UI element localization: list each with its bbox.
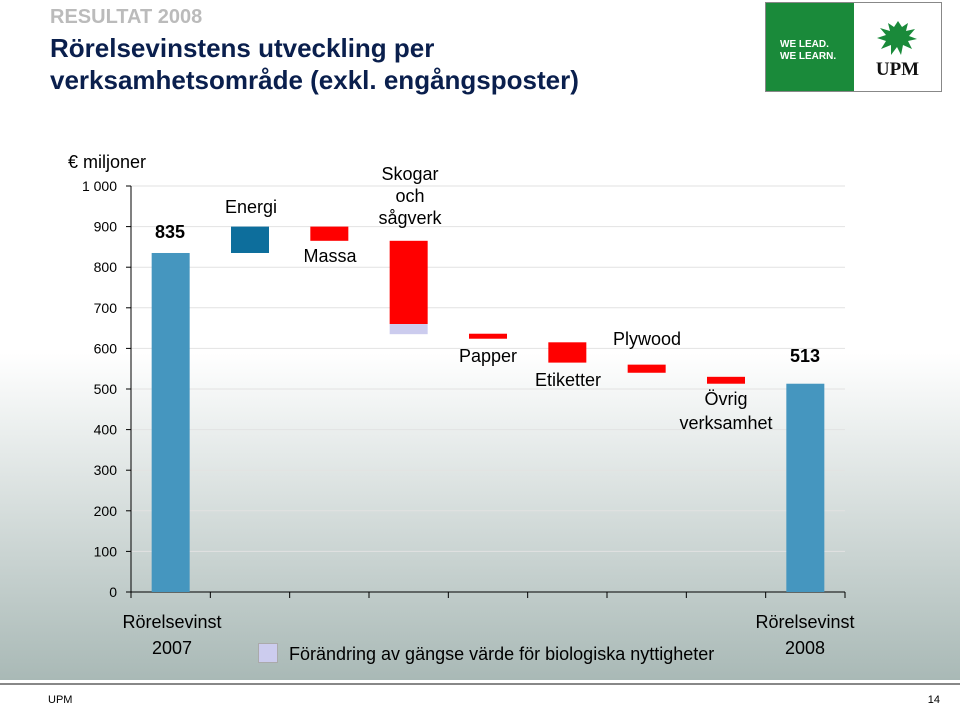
y-tick-label: 600: [94, 340, 118, 356]
bar: [627, 364, 666, 373]
category-label: Skogar: [381, 164, 438, 184]
category-label: och: [395, 186, 424, 206]
logo-wordmark: UPM: [875, 59, 920, 80]
bar: [469, 333, 507, 339]
slide-kicker: RESULTAT 2008: [50, 6, 203, 28]
category-label: sågverk: [378, 208, 442, 228]
logo-slogan: WE LEAD. WE LEARN.: [766, 3, 854, 91]
y-tick-label: 0: [109, 584, 117, 600]
page-number: 14: [927, 694, 940, 706]
title-line-1: Rörelsevinstens utveckling per: [50, 33, 435, 63]
logo-slogan-line-2: WE LEARN.: [780, 51, 837, 62]
legend-label: Förändring av gängse värde för biologisk…: [289, 644, 715, 664]
bar: [151, 252, 190, 593]
bar: [548, 342, 587, 363]
category-label: Övrig: [704, 389, 747, 409]
y-tick-label: 800: [94, 259, 118, 275]
bar: [231, 226, 269, 253]
category-label: Energi: [225, 197, 277, 217]
category-label: Etiketter: [535, 370, 601, 390]
bar: [707, 376, 745, 384]
category-label: 2008: [785, 638, 825, 658]
bar: [389, 324, 428, 335]
y-tick-label: 1 000: [82, 178, 117, 194]
data-label: 835: [155, 222, 185, 242]
y-tick-label: 700: [94, 300, 118, 316]
bar: [389, 240, 428, 325]
footer-rule: [0, 683, 960, 685]
upm-logo: WE LEAD. WE LEARN. UPM: [765, 2, 942, 92]
data-label: 513: [790, 346, 820, 366]
y-tick-label: 500: [94, 381, 118, 397]
bar: [310, 226, 349, 241]
title-line-2: verksamhetsområde (exkl. engångsposter): [50, 65, 579, 95]
legend-swatch: [258, 643, 278, 663]
bar: [786, 383, 825, 592]
y-tick-label: 900: [94, 219, 118, 235]
slide-title: Rörelsevinstens utveckling per verksamhe…: [50, 32, 579, 96]
category-label: Massa: [303, 246, 357, 266]
category-label: verksamhet: [679, 413, 772, 433]
y-tick-label: 400: [94, 422, 118, 438]
griffin-icon: [876, 21, 917, 55]
category-label: Papper: [459, 346, 517, 366]
y-tick-label: 300: [94, 462, 118, 478]
footer-company: UPM: [48, 694, 73, 706]
category-label: Rörelsevinst: [755, 612, 854, 632]
logo-mark: UPM: [854, 3, 941, 91]
y-tick-label: 200: [94, 503, 118, 519]
logo-slogan-line-1: WE LEAD.: [780, 39, 829, 50]
category-label: 2007: [152, 638, 192, 658]
y-tick-label: 100: [94, 543, 118, 559]
category-label: Rörelsevinst: [122, 612, 221, 632]
y-axis-unit-label: € miljoner: [68, 152, 146, 172]
category-label: Plywood: [613, 329, 681, 349]
